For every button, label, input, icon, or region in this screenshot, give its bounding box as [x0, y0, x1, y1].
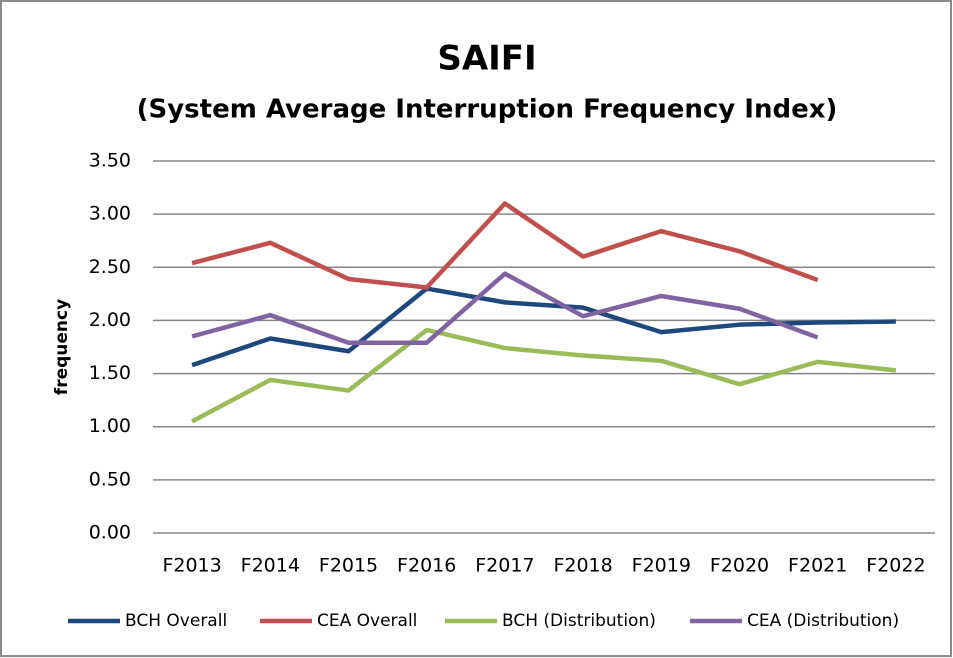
data-line — [191, 201, 819, 290]
chart-subtitle: (System Average Interruption Frequency I… — [137, 95, 838, 125]
legend-label: CEA Overall — [317, 611, 417, 631]
legend-label: BCH (Distribution) — [502, 611, 656, 631]
legend-label: BCH Overall — [125, 611, 227, 631]
y-tick-label: 3.50 — [89, 150, 131, 172]
data-line — [191, 327, 897, 424]
y-tick-label: 2.00 — [89, 309, 131, 331]
legend-label: CEA (Distribution) — [747, 611, 899, 631]
x-tick-label: F2013 — [162, 555, 221, 577]
y-tick-label: 0.50 — [89, 468, 131, 490]
x-tick-label: F2017 — [475, 555, 534, 577]
y-axis-label: frequency — [52, 299, 72, 395]
x-tick-label: F2018 — [553, 555, 612, 577]
y-tick-label: 1.00 — [89, 415, 131, 437]
x-tick-label: F2019 — [632, 555, 691, 577]
x-tick-label: F2016 — [397, 555, 456, 577]
x-tick-label: F2015 — [319, 555, 378, 577]
x-tick-label: F2014 — [241, 555, 300, 577]
x-tick-label: F2020 — [710, 555, 769, 577]
y-tick-label: 2.50 — [89, 256, 131, 278]
y-tick-label: 1.50 — [89, 362, 131, 384]
y-tick-label: 3.00 — [89, 203, 131, 225]
x-tick-label: F2022 — [866, 555, 925, 577]
x-tick-label: F2021 — [788, 555, 847, 577]
chart-title: SAIFI — [437, 39, 536, 79]
y-tick-label: 0.00 — [89, 522, 131, 544]
data-line — [191, 271, 819, 345]
